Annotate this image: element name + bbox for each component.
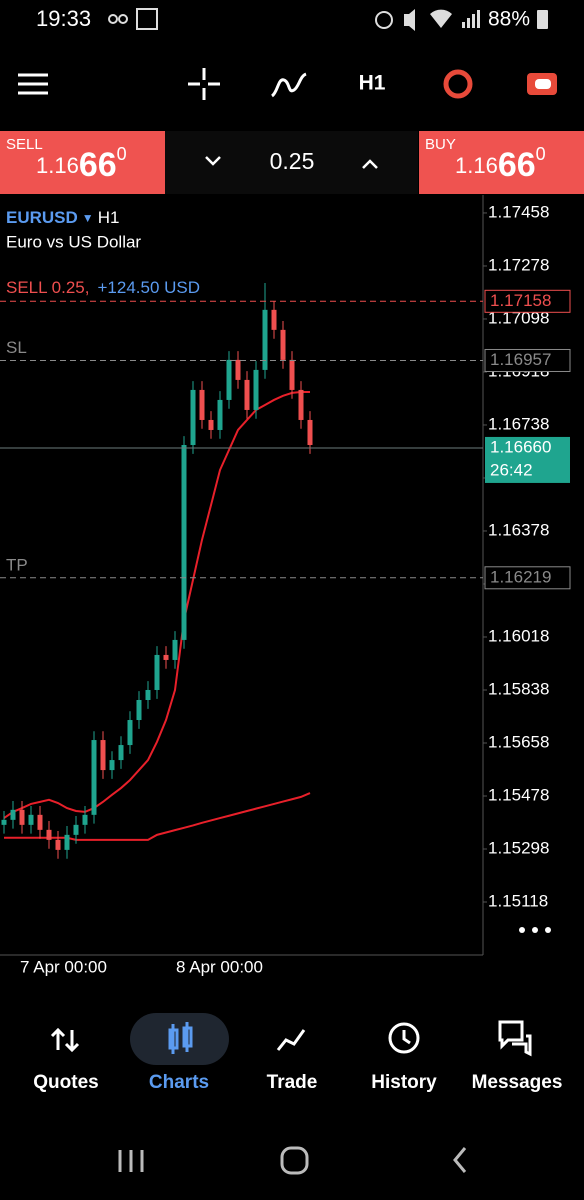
volume-value[interactable]: 0.25 bbox=[270, 148, 315, 174]
y-tick-label: 1.17458 bbox=[488, 202, 549, 221]
nav-label[interactable]: Trade bbox=[267, 1072, 318, 1093]
candle-body bbox=[1, 819, 7, 825]
y-tick-label: 1.16378 bbox=[488, 520, 549, 539]
candle-body bbox=[55, 839, 61, 850]
nav-label[interactable]: Charts bbox=[149, 1072, 209, 1093]
price-box bbox=[485, 436, 570, 483]
y-tick-label: 1.15118 bbox=[488, 891, 548, 910]
candle-body bbox=[307, 419, 313, 445]
chart-description: Euro vs US Dollar bbox=[6, 232, 141, 251]
candle-body bbox=[145, 689, 151, 700]
chart-layer: 1.174581.172781.170981.169181.167381.165… bbox=[0, 202, 571, 910]
candle-body bbox=[28, 814, 34, 825]
price-box-label: 1.16219 bbox=[490, 567, 551, 586]
y-tick-label: 1.17098 bbox=[488, 308, 549, 327]
x-label: 8 Apr 00:00 bbox=[176, 957, 263, 976]
ma-fast bbox=[3, 390, 310, 819]
candle-body bbox=[91, 740, 97, 815]
y-tick-label: 1.16018 bbox=[488, 626, 549, 645]
status-battery: 88% bbox=[488, 8, 530, 31]
volume-arrows[interactable] bbox=[205, 156, 378, 169]
y-tick-label: 1.15838 bbox=[488, 679, 549, 698]
system-nav[interactable] bbox=[118, 1146, 467, 1175]
candle-body bbox=[181, 444, 187, 640]
level-tag: TP bbox=[6, 555, 28, 574]
candle-body bbox=[73, 824, 79, 835]
countdown: 26:42 bbox=[490, 460, 533, 479]
nav-icons bbox=[50, 1020, 532, 1057]
sell-button[interactable] bbox=[0, 131, 165, 194]
candle-body bbox=[262, 309, 268, 370]
price-box bbox=[484, 348, 571, 372]
buy-label: BUY bbox=[425, 136, 456, 153]
y-tick-label: 1.17278 bbox=[488, 255, 549, 274]
nav-label[interactable]: Quotes bbox=[33, 1072, 98, 1093]
candle-body bbox=[163, 654, 169, 660]
level-tag: SL bbox=[6, 338, 27, 357]
y-tick-label: 1.15478 bbox=[488, 785, 549, 804]
toolbar-timeframe[interactable]: H1 bbox=[359, 72, 386, 95]
chart-symbol[interactable]: EURUSD ▼ H1 bbox=[6, 208, 119, 227]
candle-body bbox=[298, 389, 304, 420]
candle-body bbox=[118, 745, 124, 761]
price-box-label: 1.16957 bbox=[490, 350, 551, 369]
nav-label[interactable]: Messages bbox=[472, 1072, 563, 1093]
price-box bbox=[484, 289, 571, 313]
candle-body bbox=[154, 654, 160, 690]
candle-body bbox=[109, 760, 115, 771]
candle-body bbox=[280, 329, 286, 360]
candle-body bbox=[10, 809, 16, 820]
candle-body bbox=[244, 379, 250, 410]
status-time: 19:33 bbox=[36, 6, 91, 31]
candle-body bbox=[271, 309, 277, 330]
candle-body bbox=[217, 399, 223, 430]
sell-price: 1.16660 bbox=[36, 144, 127, 184]
candle-body bbox=[235, 359, 241, 380]
candle-body bbox=[289, 359, 295, 390]
position-line: SELL 0.25, +124.50 USD bbox=[6, 278, 200, 297]
y-tick-label: 1.15298 bbox=[488, 838, 549, 857]
candle-body bbox=[208, 419, 214, 430]
volume-box bbox=[165, 131, 418, 194]
price-box-label: 1.16660 bbox=[490, 437, 551, 456]
candle-body bbox=[226, 359, 232, 400]
sell-label: SELL bbox=[6, 136, 43, 153]
candle-body bbox=[82, 814, 88, 825]
x-label: 7 Apr 00:00 bbox=[20, 957, 107, 976]
y-tick-label: 1.15658 bbox=[488, 732, 549, 751]
candle-body bbox=[253, 369, 259, 410]
candle-body bbox=[199, 389, 205, 420]
buy-price: 1.16660 bbox=[455, 144, 546, 184]
price-box bbox=[484, 566, 571, 590]
candle-body bbox=[46, 829, 52, 840]
nav-label[interactable]: History bbox=[371, 1072, 437, 1093]
toolbar-icons[interactable] bbox=[18, 68, 557, 100]
more-button[interactable] bbox=[519, 927, 551, 933]
candle-body bbox=[172, 639, 178, 660]
candle-body bbox=[190, 389, 196, 445]
price-box-label: 1.17158 bbox=[490, 291, 551, 310]
candle-body bbox=[100, 740, 106, 771]
nav-active-pill bbox=[130, 1013, 229, 1065]
candle-body bbox=[37, 814, 43, 830]
buy-button[interactable] bbox=[419, 131, 584, 194]
status-icons bbox=[108, 8, 548, 31]
candle-body bbox=[64, 834, 70, 850]
candle-body bbox=[127, 720, 133, 746]
candle-body bbox=[19, 809, 25, 825]
candle-body bbox=[136, 699, 142, 721]
y-tick-label: 1.16738 bbox=[488, 414, 549, 433]
ma-slow bbox=[4, 792, 311, 841]
